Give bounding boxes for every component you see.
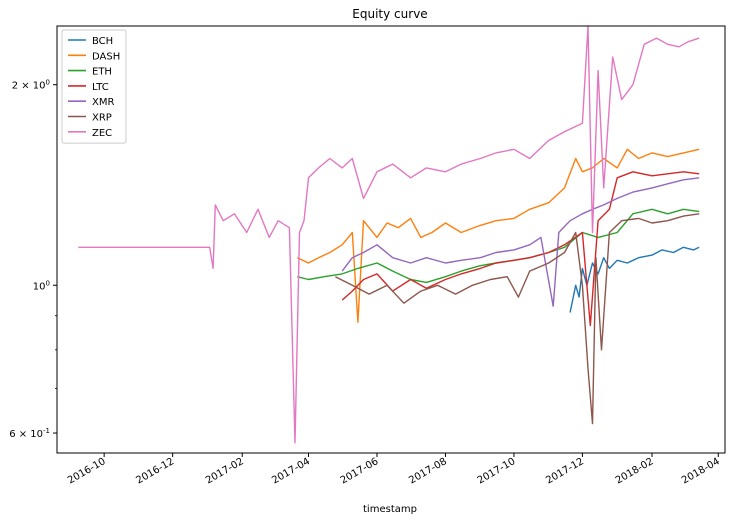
series-line-xrp <box>335 213 700 425</box>
y-tick-label: 6 × 10-1 <box>9 427 50 440</box>
legend-label-dash: DASH <box>92 51 120 62</box>
legend-label-xrp: XRP <box>92 113 112 124</box>
series-line-xmr <box>341 177 700 307</box>
legend-label-eth: ETH <box>92 67 112 78</box>
legend-label-zec: ZEC <box>92 128 112 139</box>
legend-label-xmr: XMR <box>92 97 114 108</box>
series-line-dash <box>297 148 700 323</box>
legend-box <box>61 29 127 144</box>
plot-frame <box>56 25 726 454</box>
legend-label-ltc: LTC <box>92 82 109 93</box>
legend: BCH DASH ETH LTC XMR XRP ZEC <box>61 29 127 144</box>
chart-title: Equity curve <box>352 7 427 21</box>
series-layer <box>78 25 700 444</box>
y-tick-label: 2 × 100 <box>12 79 50 92</box>
x-axis-label: timestamp <box>363 504 417 515</box>
series-line-bch <box>569 246 700 313</box>
legend-label-bch: BCH <box>92 36 113 47</box>
series-line-zec <box>78 25 700 444</box>
